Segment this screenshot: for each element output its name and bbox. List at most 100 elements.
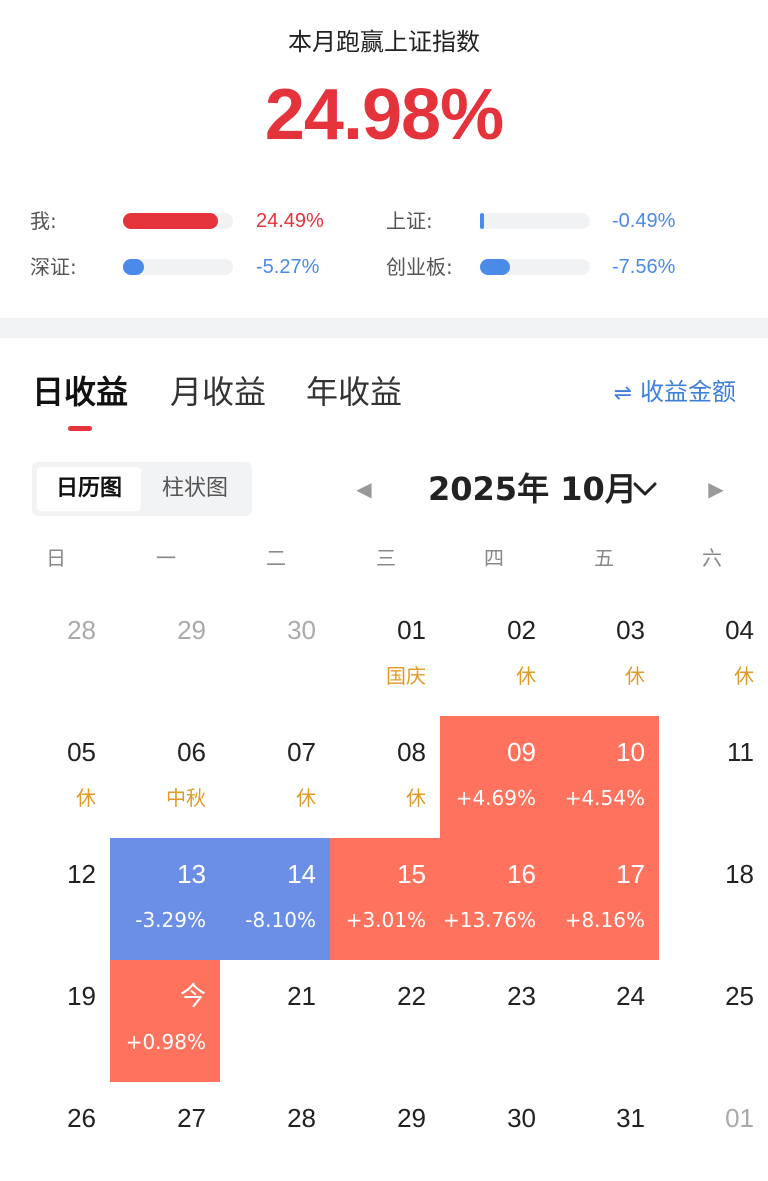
calendar-day-cell[interactable]: 03 休 xyxy=(549,594,659,716)
calendar-day-cell[interactable]: 23 xyxy=(440,960,550,1082)
day-number: 31 xyxy=(616,1103,645,1133)
holiday-label: 休 xyxy=(76,786,96,810)
daily-return: +3.01% xyxy=(345,908,426,932)
toggle-amount-label: 收益金额 xyxy=(640,378,736,406)
day-number: 19 xyxy=(67,981,96,1011)
toggle-amount-button[interactable]: ⇌ 收益金额 xyxy=(614,368,736,418)
day-number: 26 xyxy=(67,1103,96,1133)
calendar-day-cell[interactable]: 12 xyxy=(22,838,110,960)
calendar-day-cell[interactable]: 今 +0.98% xyxy=(110,960,220,1082)
holiday-label: 休 xyxy=(296,786,316,810)
day-number: 05 xyxy=(67,737,96,767)
comparison-value: -7.56% xyxy=(612,256,676,278)
daily-return: +4.69% xyxy=(455,786,536,810)
comparison-bar-fill xyxy=(480,259,510,275)
swap-icon: ⇌ xyxy=(613,381,632,406)
comparison-value: -5.27% xyxy=(256,256,320,278)
tab-yearly-profit[interactable]: 年收益 xyxy=(306,373,403,411)
calendar-day-cell[interactable]: 25 xyxy=(658,960,768,1082)
weekday-label: 日 xyxy=(46,546,66,570)
tab-daily-profit[interactable]: 日收益 xyxy=(32,373,129,411)
calendar-day-cell[interactable]: 28 xyxy=(220,1082,330,1181)
day-number: 24 xyxy=(616,981,645,1011)
summary-panel: 本月跑赢上证指数 24.98% 我: 24.49% 上证: -0.49% 深证:… xyxy=(0,0,768,318)
daily-return: +8.16% xyxy=(564,908,645,932)
calendar-day-cell[interactable]: 29 xyxy=(330,1082,440,1181)
calendar-day-cell[interactable]: 05 休 xyxy=(22,716,110,838)
daily-return: -8.10% xyxy=(245,908,316,932)
calendar-day-cell[interactable]: 24 xyxy=(549,960,659,1082)
comparison-szse: 深证: -5.27% xyxy=(30,252,350,282)
calendar-day-cell[interactable]: 16 +13.76% xyxy=(440,838,550,960)
segment-calendar[interactable]: 日历图 xyxy=(37,467,141,511)
view-segmented-control: 日历图 柱状图 xyxy=(32,462,252,516)
comparison-label: 创业板: xyxy=(386,255,453,279)
calendar-day-cell[interactable]: 08 休 xyxy=(330,716,440,838)
calendar-day-cell[interactable]: 30 xyxy=(440,1082,550,1181)
day-number: 28 xyxy=(67,615,96,645)
calendar-day-cell[interactable]: 10 +4.54% xyxy=(549,716,659,838)
holiday-label: 国庆 xyxy=(386,664,426,688)
day-number: 03 xyxy=(616,615,645,645)
calendar-day-cell[interactable]: 07 休 xyxy=(220,716,330,838)
calendar-day-cell[interactable]: 18 xyxy=(658,838,768,960)
triangle-left-icon: ◀ xyxy=(356,477,372,501)
calendar-day-cell[interactable]: 13 -3.29% xyxy=(110,838,220,960)
month-title[interactable]: 2025年 10月 xyxy=(428,470,637,508)
comparison-bar-track xyxy=(123,259,233,275)
daily-return: +0.98% xyxy=(125,1030,206,1054)
day-number: 12 xyxy=(67,859,96,889)
day-number: 09 xyxy=(507,737,536,767)
calendar-day-cell[interactable]: 29 xyxy=(110,594,220,716)
calendar-day-cell[interactable]: 27 xyxy=(110,1082,220,1181)
calendar-day-cell[interactable]: 22 xyxy=(330,960,440,1082)
calendar-day-cell[interactable]: 19 xyxy=(22,960,110,1082)
day-number: 今 xyxy=(179,981,206,1011)
holiday-label: 休 xyxy=(406,786,426,810)
holiday-label: 休 xyxy=(516,664,536,688)
comparison-label: 上证: xyxy=(386,209,433,233)
calendar-day-cell[interactable]: 15 +3.01% xyxy=(330,838,440,960)
day-number: 04 xyxy=(725,615,754,645)
comparison-bar-track xyxy=(480,213,590,229)
comparison-bar-fill xyxy=(480,213,484,229)
comparison-label: 深证: xyxy=(30,255,77,279)
calendar-day-cell[interactable]: 28 xyxy=(22,594,110,716)
daily-return: +4.54% xyxy=(564,786,645,810)
calendar-day-cell[interactable]: 01 xyxy=(658,1082,768,1181)
summary-value: 24.98% xyxy=(264,75,504,155)
calendar-day-cell[interactable]: 17 +8.16% xyxy=(549,838,659,960)
calendar-day-cell[interactable]: 04 休 xyxy=(658,594,768,716)
holiday-label: 休 xyxy=(625,664,645,688)
calendar-day-cell[interactable]: 31 xyxy=(549,1082,659,1181)
calendar-day-cell[interactable]: 26 xyxy=(22,1082,110,1181)
comparison-value: -0.49% xyxy=(612,210,676,232)
calendar-day-cell[interactable]: 30 xyxy=(220,594,330,716)
comparison-chinext: 创业板: -7.56% xyxy=(386,252,706,282)
next-month-button[interactable]: ▶ xyxy=(696,462,736,516)
weekday-header: 日一二三四五六 xyxy=(0,540,768,576)
weekday-label: 二 xyxy=(266,546,286,570)
tab-monthly-profit[interactable]: 月收益 xyxy=(170,373,267,411)
calendar-day-cell[interactable]: 09 +4.69% xyxy=(440,716,550,838)
day-number: 21 xyxy=(287,981,316,1011)
day-number: 06 xyxy=(177,737,206,767)
segment-bar-chart[interactable]: 柱状图 xyxy=(161,476,228,501)
prev-month-button[interactable]: ◀ xyxy=(344,462,384,516)
calendar-day-cell[interactable]: 06 中秋 xyxy=(110,716,220,838)
daily-return: +13.76% xyxy=(442,908,536,932)
comparison-mine: 我: 24.49% xyxy=(30,206,350,236)
calendar-day-cell[interactable]: 11 xyxy=(658,716,768,838)
calendar-day-cell[interactable]: 14 -8.10% xyxy=(220,838,330,960)
calendar-day-cell[interactable]: 02 休 xyxy=(440,594,550,716)
calendar-day-cell[interactable]: 01 国庆 xyxy=(330,594,440,716)
weekday-label: 一 xyxy=(156,546,176,570)
day-number: 30 xyxy=(287,615,316,645)
comparison-bar-track xyxy=(480,259,590,275)
day-number: 18 xyxy=(725,859,754,889)
day-number: 27 xyxy=(177,1103,206,1133)
chevron-down-icon[interactable] xyxy=(630,474,660,504)
calendar-day-cell[interactable]: 21 xyxy=(220,960,330,1082)
day-number: 22 xyxy=(397,981,426,1011)
comparison-sse: 上证: -0.49% xyxy=(386,206,706,236)
